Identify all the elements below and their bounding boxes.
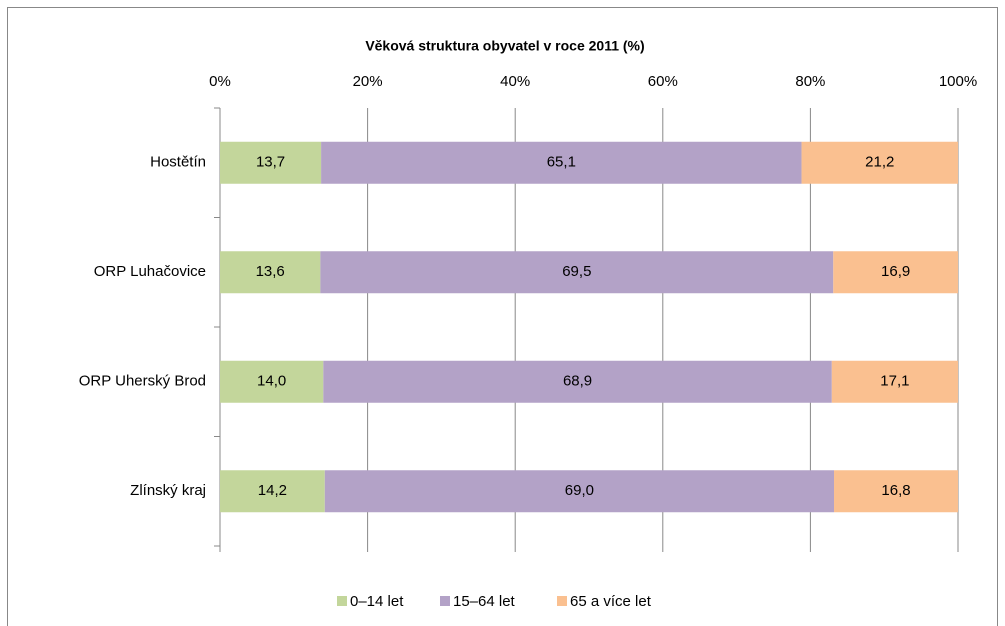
bar-segment	[831, 360, 958, 403]
data-label: 68,9	[563, 373, 592, 390]
legend-label: 65 a více let	[570, 593, 652, 610]
bar-segment	[220, 251, 321, 294]
bar-segment	[220, 470, 325, 513]
bar-segment	[220, 360, 324, 403]
chart-border	[7, 7, 998, 626]
legend-label: 15–64 let	[453, 593, 516, 610]
x-tick-label: 0%	[209, 73, 231, 90]
y-tick-label: ORP Uherský Brod	[79, 373, 206, 390]
bar-segment	[801, 141, 958, 184]
bar-segment	[323, 360, 832, 403]
bar-segment	[833, 251, 958, 294]
legend-swatch	[337, 596, 347, 606]
y-tick-label: Zlínský kraj	[130, 482, 206, 499]
data-label: 21,2	[865, 154, 894, 171]
bar-segment	[220, 141, 322, 184]
data-label: 69,5	[562, 263, 591, 280]
data-label: 13,6	[256, 263, 285, 280]
data-label: 69,0	[565, 482, 594, 499]
y-tick-label: Hostětín	[150, 154, 206, 171]
y-tick-label: ORP Luhačovice	[94, 263, 206, 280]
x-tick-label: 100%	[939, 73, 977, 90]
legend-swatch	[440, 596, 450, 606]
bar-segment	[834, 470, 958, 513]
data-label: 16,9	[881, 263, 910, 280]
bar-segment	[324, 470, 835, 513]
x-tick-label: 20%	[353, 73, 383, 90]
bar-segment	[320, 251, 834, 294]
x-tick-label: 40%	[500, 73, 530, 90]
data-label: 13,7	[256, 154, 285, 171]
data-label: 14,2	[258, 482, 287, 499]
chart-title: Věková struktura obyvatel v roce 2011 (%…	[365, 38, 644, 54]
data-label: 14,0	[257, 373, 286, 390]
data-label: 17,1	[880, 373, 909, 390]
x-tick-label: 60%	[648, 73, 678, 90]
x-tick-label: 80%	[795, 73, 825, 90]
legend-label: 0–14 let	[350, 593, 404, 610]
data-label: 65,1	[547, 154, 576, 171]
legend-swatch	[557, 596, 567, 606]
data-label: 16,8	[881, 482, 910, 499]
bar-segment	[321, 141, 802, 184]
